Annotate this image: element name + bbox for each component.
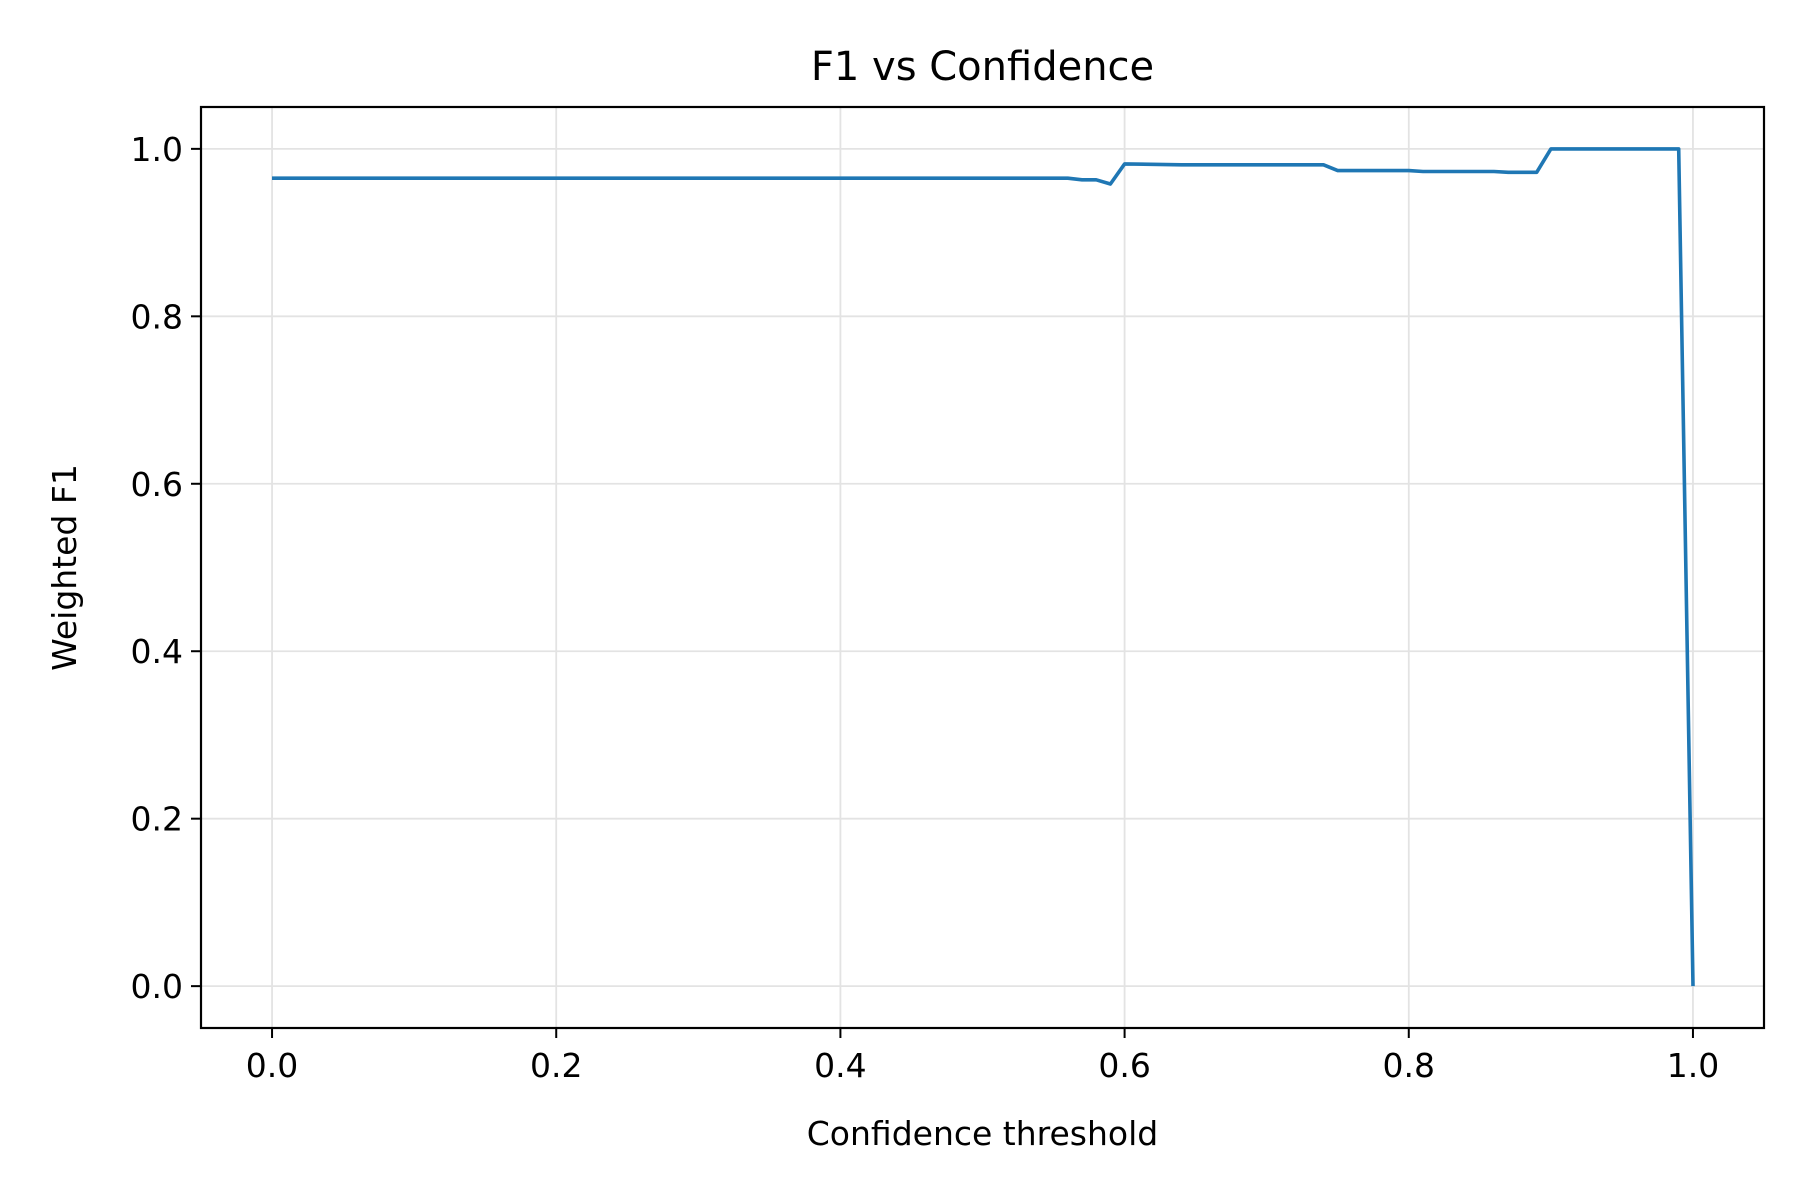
grid-lines <box>201 107 1764 1028</box>
y-tick-label: 0.4 <box>131 632 183 671</box>
y-tick-label: 0.6 <box>131 465 183 504</box>
x-tick-label: 0.2 <box>530 1046 582 1085</box>
x-tick-label: 0.8 <box>1383 1046 1435 1085</box>
x-tick-label: 0.0 <box>246 1046 298 1085</box>
series-line <box>272 147 1695 987</box>
y-axis-label: Weighted F1 <box>45 464 84 671</box>
chart-title: F1 vs Confidence <box>811 44 1154 90</box>
y-tick-label: 1.0 <box>131 130 183 169</box>
axis-ticks: 0.0 0.2 0.4 0.6 0.8 1.0 0.0 0.2 0.4 0.6 0.8 1.0 <box>131 130 1720 1085</box>
x-tick-label: 0.4 <box>814 1046 866 1085</box>
y-tick-label: 0.2 <box>131 800 183 839</box>
plot-frame <box>199 105 1766 1030</box>
series-layer <box>272 147 1695 987</box>
x-tick-label: 0.6 <box>1098 1046 1150 1085</box>
x-axis-label: Confidence threshold <box>807 1114 1158 1153</box>
x-tick-label: 1.0 <box>1667 1046 1719 1085</box>
y-tick-label: 0.8 <box>131 297 183 336</box>
y-tick-label: 0.0 <box>131 967 183 1006</box>
